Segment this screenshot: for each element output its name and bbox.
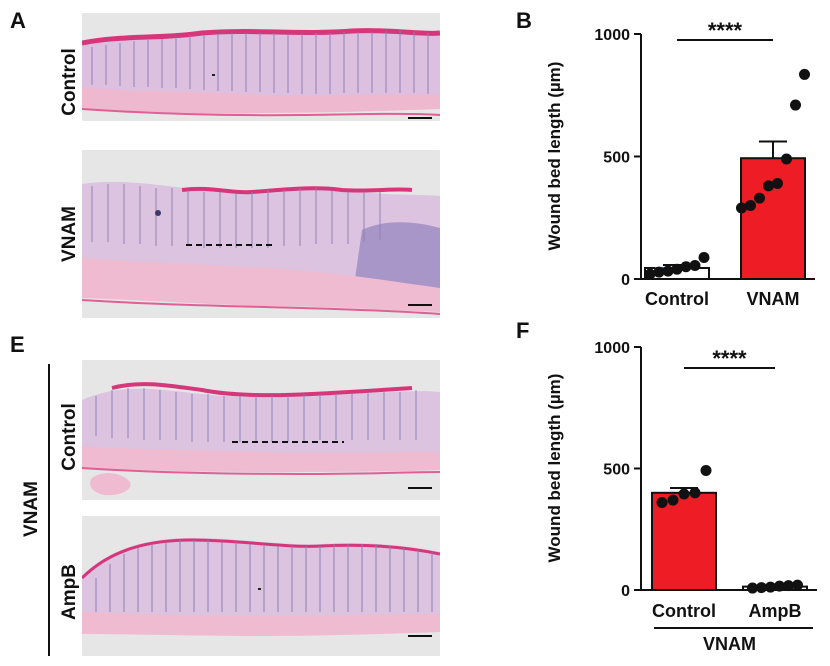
panel-letter-a: A [10,8,26,33]
data-point [745,200,756,211]
data-point [644,268,656,280]
data-point [653,266,665,278]
histology-image-e-ampb [82,516,440,656]
data-point [667,494,679,506]
bar [740,157,806,280]
data-point [662,265,674,277]
data-point [792,579,803,591]
significance-label: **** [708,18,743,43]
data-point [754,192,765,204]
data-point [700,464,712,476]
data-point [772,177,783,189]
data-point [689,487,701,499]
category-label: Control [645,289,709,309]
y-tick-label: 500 [603,462,630,479]
y-tick-label: 500 [603,150,630,167]
data-point [799,68,810,80]
significance-label: **** [712,346,747,371]
data-point [689,260,701,272]
data-point [781,153,792,165]
category-label: VNAM [747,289,800,309]
y-tick-label: 1000 [594,340,630,357]
y-tick-label: 0 [621,583,630,600]
data-point [783,580,794,592]
y-axis-label: Wound bed length (µm) [545,374,564,563]
data-point [698,251,710,263]
panel-letter-f: F [516,318,530,343]
histology-image-a-vnam [82,150,440,318]
data-point [736,202,747,214]
y-tick-label: 0 [621,272,630,289]
data-point [763,180,774,192]
data-point [756,582,767,594]
group-label: VNAM [703,634,756,654]
data-point [680,261,692,273]
histology-image-e-control [82,360,440,500]
data-point [774,580,785,592]
y-tick-label: 1000 [594,27,630,44]
category-label: Control [652,601,716,621]
histology-image-a-control [82,13,440,121]
data-point [678,488,690,500]
category-label: AmpB [749,601,802,621]
panel-letter-b: B [516,8,532,33]
panel-letter-e: E [10,332,25,357]
data-point [765,581,776,593]
data-point [747,582,758,594]
data-point [671,263,683,275]
group-bracket-line [48,364,50,656]
y-axis-label: Wound bed length (µm) [545,62,564,251]
data-point [656,497,668,509]
data-point [790,99,801,111]
